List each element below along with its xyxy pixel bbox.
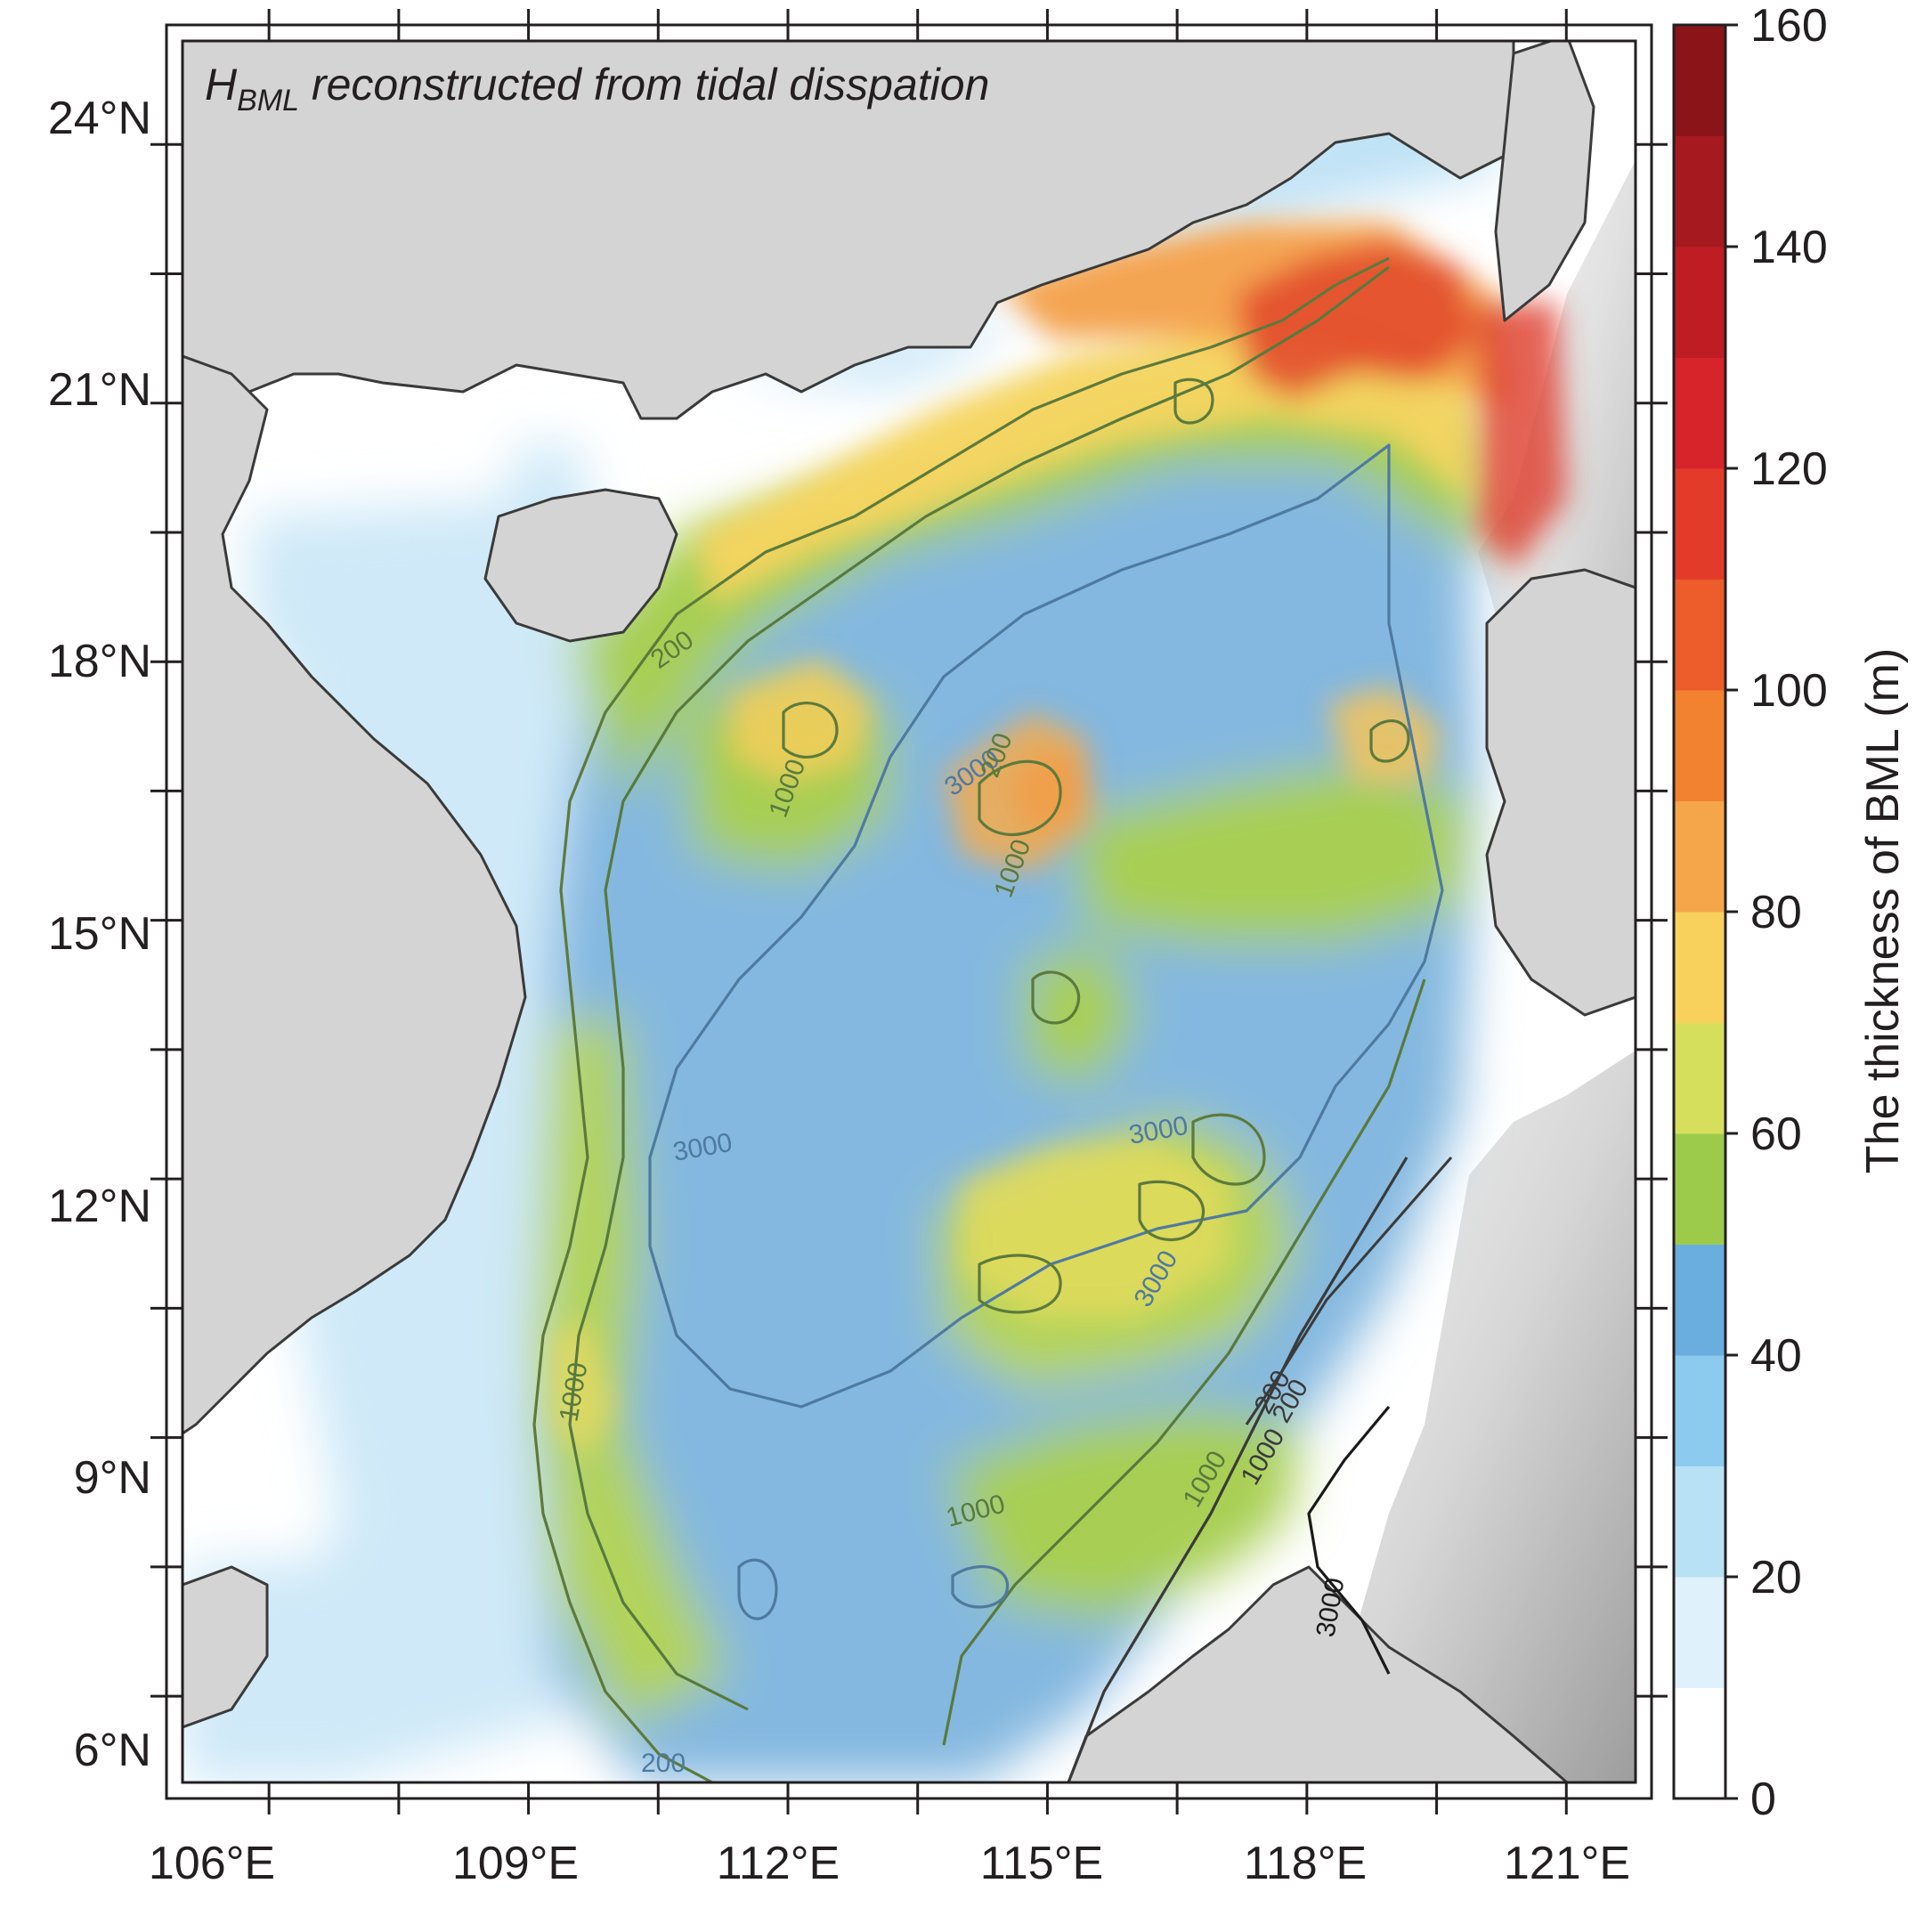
lat-tick-label: 12°N [48,1181,151,1232]
land-mindoro-palawan [1245,1157,1453,1425]
field-slope-west [534,1015,730,1727]
colorbar-tick-label: 120 [1750,443,1828,495]
colorbar-segment [1674,690,1725,801]
contour-200-east [1067,1157,1408,1782]
lat-tick-label: 6°N [74,1725,151,1776]
colorbar-segment [1674,1687,1725,1799]
field-north-red [1238,240,1478,401]
lon-tick-label: 109°E [452,1838,579,1889]
colorbar-tick-label: 160 [1750,0,1828,52]
contour-reef-1 [782,702,839,759]
land-borneo [1067,1565,1569,1782]
map-title-symbol: H [205,60,238,110]
field-east-yellow [1327,686,1442,783]
land-china [183,41,1515,420]
lon-tick-labels: 106°E 109°E 112°E 115°E 118°E 121°E [149,1838,1630,1889]
land-luzon [1485,568,1636,1017]
colorbar-tick-label: 60 [1750,1108,1802,1160]
contour-reef-3 [1369,719,1410,763]
colorbar-segment [1674,579,1725,691]
field-west-yellow [552,1318,614,1460]
colorbar-tick-label: 100 [1750,665,1828,717]
land [183,41,1636,1782]
land-malay [183,1565,269,1729]
land-taiwan [1494,41,1595,322]
colorbar-segment [1674,800,1725,913]
contour-3000-manila [1307,1405,1391,1675]
lat-tick-label: 9°N [74,1452,151,1504]
contour-reef-6 [978,1254,1062,1314]
colorbar-segment [1674,247,1725,358]
field-north-yellow [694,321,1469,605]
lat-tick-label: 24°N [48,93,151,144]
map-title: HBML reconstructed from tidal disspation [205,60,989,118]
lon-tick-label: 106°E [149,1838,275,1889]
lon-tick-label: 115°E [980,1838,1103,1889]
contour-200-main [532,256,1390,1782]
colorbar-tick-label: 20 [1750,1552,1802,1603]
colorbar-segment [1674,1355,1725,1466]
map-title-text: reconstructed from tidal disspation [299,60,989,110]
colorbar-segment [1674,1133,1725,1245]
map-frame [165,23,1653,1800]
colorbar-label: The thickness of BML (m) [1857,648,1909,1173]
contour-reef-10 [951,1565,1010,1609]
contour-reef-7 [1138,1180,1205,1241]
colorbar-segment [1674,468,1725,580]
colorbar-segment [1674,357,1725,469]
contour-3000-basin [648,443,1444,1409]
colorbar-tick-label: 40 [1750,1330,1802,1382]
colorbar-segment [1674,135,1725,248]
map-frame-inner [181,39,1637,1784]
contour-label: 200 [641,1749,686,1778]
map-panel: 200 1000 3000 200 1000 3000 1000 1000 30… [183,41,1636,1782]
colorbar-segments [1674,25,1725,1799]
contour-reef-2 [978,759,1062,836]
lon-tick-label: 118°E [1244,1838,1367,1889]
colorbar-tick-label: 0 [1750,1774,1776,1825]
colorbar-segment [1674,1577,1725,1688]
lat-tick-labels: 24°N 21°N 18°N 15°N 12°N 9°N 6°N [48,93,151,1776]
bml-thickness-field [183,62,1567,1782]
colorbar-ticks: 0 20 40 60 80 100 120 140 160 [1725,0,1828,1825]
colorbar-tick-label: 140 [1750,222,1828,273]
lon-tick-label: 112°E [717,1838,840,1889]
contour-reef-8 [737,1558,778,1620]
lat-tick-label: 21°N [48,364,151,416]
seafloor-relief [1309,1051,1636,1782]
colorbar-tick-label: 80 [1750,887,1802,938]
field-luzon-strait-red [1478,303,1567,570]
map-frame-outer [165,23,1653,1800]
contours [532,256,1444,1782]
colorbar-segment [1674,1022,1725,1134]
contour-reef-5 [1031,970,1081,1025]
field-slope-east [1068,757,1469,944]
lat-tick-label: 18°N [48,636,151,687]
field-xisha-orange [944,712,1095,873]
land-vietnam-laos [183,354,527,1435]
colorbar-segment [1674,1465,1725,1578]
map-title-subscript: BML [237,84,299,118]
colorbar-segment [1674,912,1725,1023]
contour-1000-main [568,265,1390,1711]
lat-tick-label: 15°N [48,908,151,960]
contour-reef-9 [1191,1113,1266,1186]
lon-tick-label: 121°E [1504,1838,1630,1889]
colorbar-segment [1674,25,1725,136]
colorbar-segment [1674,1244,1725,1356]
land-hainan [483,488,678,643]
contour-1000-east [942,978,1426,1746]
field-reef-central [1024,944,1140,1086]
contour-reef-4 [1173,378,1214,425]
field-south-yellow [962,1140,1229,1318]
field-zhongsha-yellow [730,659,873,783]
frame-ticks [150,9,1668,1815]
colorbar: 0 20 40 60 80 100 120 140 160 The thickness of B… [1672,0,1909,1825]
